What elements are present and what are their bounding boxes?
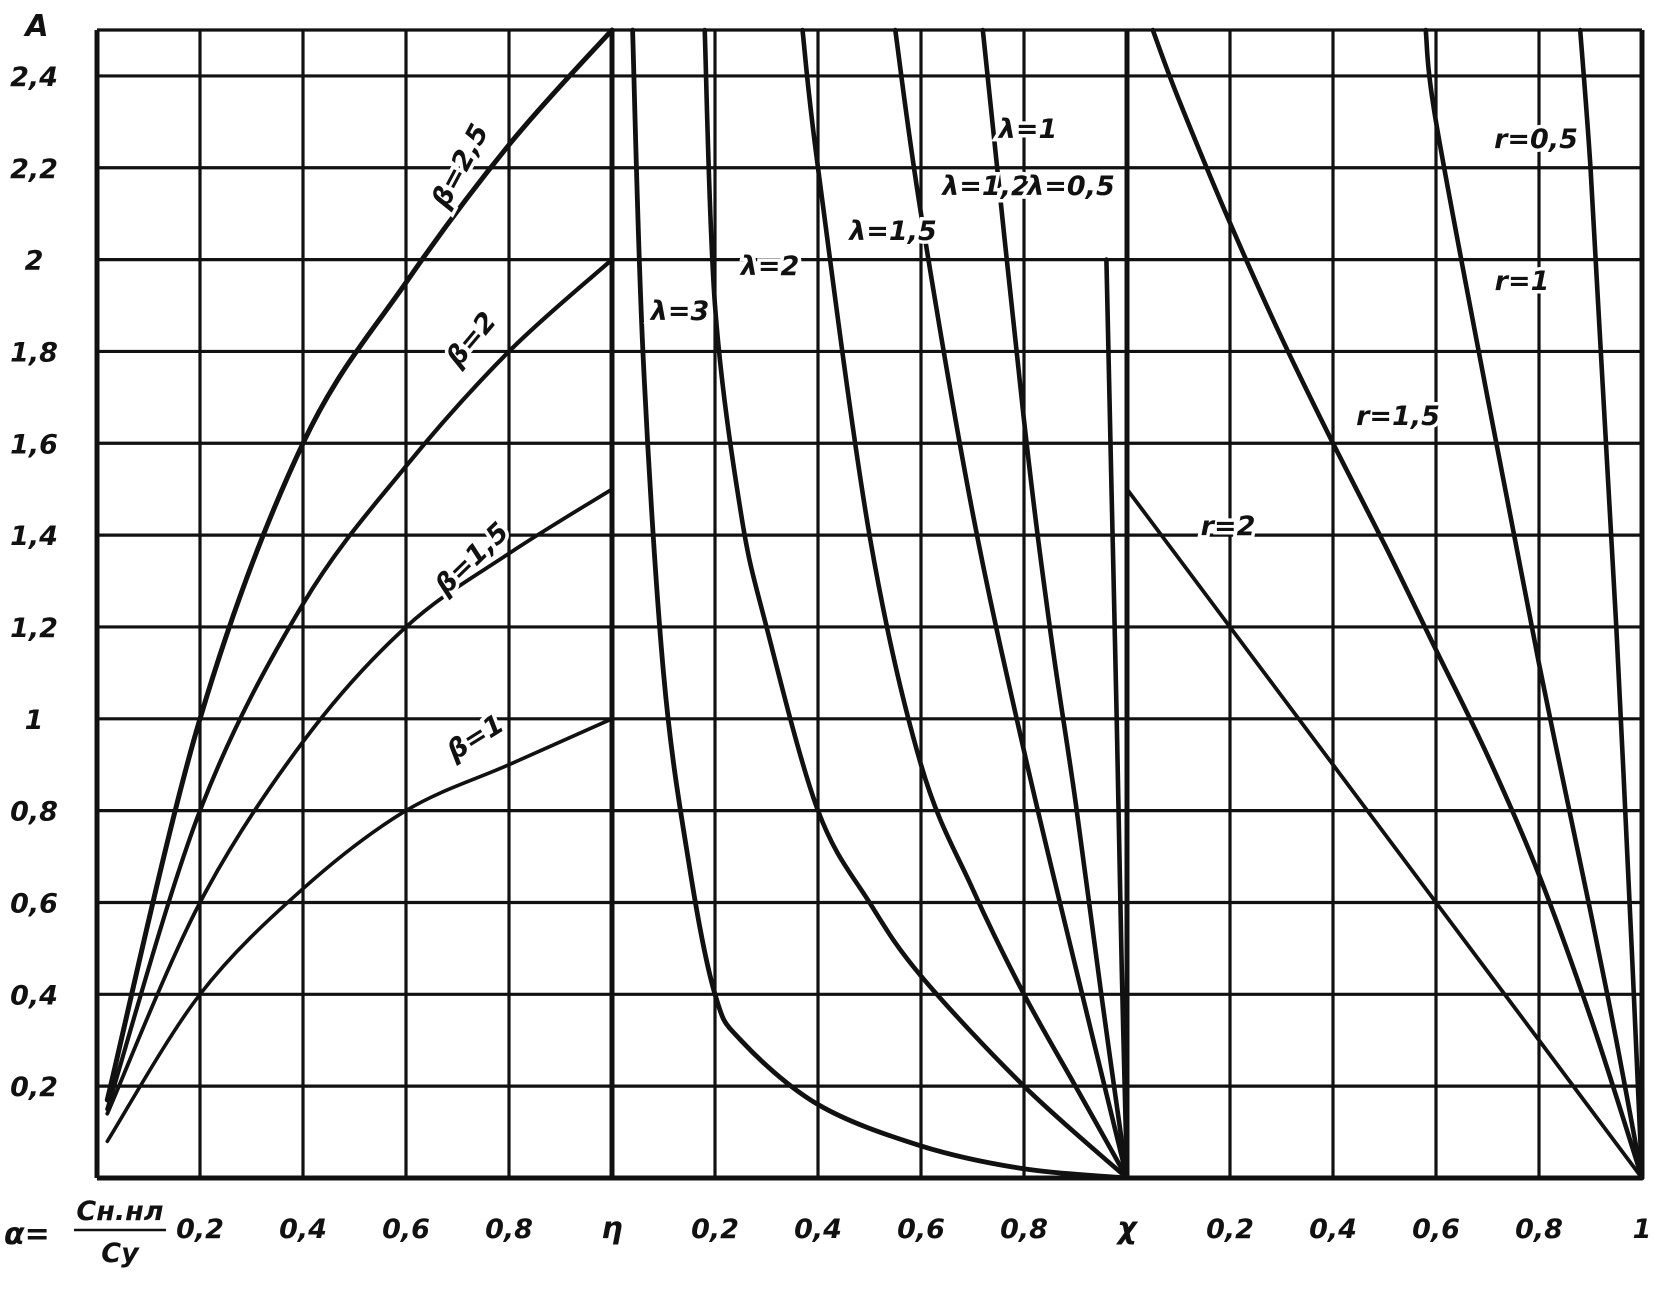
x-tick-label: 0,2 [691,1214,739,1245]
y-tick-label: 0,4 [10,980,58,1011]
series-label: r=0,5 [1494,124,1578,155]
series-line [105,487,614,1116]
series-label: λ=2 [739,251,800,282]
panel-variable-label: η [601,1211,622,1246]
x-tick-label: 1 [1633,1214,1652,1245]
x-tick-label: 0,8 [1000,1214,1048,1245]
y-tick-label: 2,2 [10,154,58,185]
x-tick-label: 0,6 [1412,1214,1460,1245]
y-tick-label: 2,4 [10,62,58,93]
grid [94,28,1645,1181]
x-tick-label: 0,8 [1515,1214,1563,1245]
x-tick-label: 0,2 [1206,1214,1254,1245]
series-line [105,717,614,1144]
y-tick-label: 0,6 [10,888,58,919]
series-line [800,27,1130,1181]
series-line [893,27,1130,1181]
x-tick-label: 0,4 [794,1214,842,1245]
y-tick-label: 1,6 [10,429,58,460]
series-line [105,257,615,1112]
x-tick-label: 0,6 [382,1214,430,1245]
y-tick-label: 1,8 [10,337,58,368]
y-tick-label: 2 [25,246,44,277]
y-tick-label: 0,8 [10,797,58,828]
panel-variable-label: χ [1115,1211,1138,1246]
y-tick-label: 1 [25,705,44,736]
series-line [702,27,1130,1181]
x-tick-label: 0,4 [1309,1214,1357,1245]
series-label: λ=0,5 [1025,171,1115,202]
series-label: r=1,5 [1356,401,1440,432]
series-line [1125,487,1644,1180]
curves [104,27,1645,1181]
series-label: λ=1,2 [940,171,1030,202]
series-label: λ=1 [997,114,1058,145]
series-label: β=2 [439,306,502,373]
series-label: λ=1,5 [847,216,937,247]
y-axis-title: A [23,9,48,44]
x-tick-label: 0,8 [485,1214,533,1245]
y-tick-label: 0,2 [10,1072,58,1103]
alpha-numerator: Cн.нл [76,1196,163,1227]
series-line [104,27,615,1103]
series-label: λ=3 [649,296,710,327]
series-line [1150,27,1645,1181]
x-tick-label: 0,2 [176,1214,224,1245]
x-tick-label: 0,6 [897,1214,945,1245]
alpha-definition-lhs: α= [4,1217,50,1252]
labels: 0,2 0,4 0,6 0,8 1 1,2 1,4 1,6 1,8 2 2,2 2,4 A 0,2 0,4 0… [4,9,1651,1269]
x-tick-label: 0,4 [279,1214,327,1245]
alpha-denominator: Cy [101,1238,140,1269]
series-line [630,27,1130,1181]
series-line [1577,27,1645,1181]
series-line [1104,257,1130,1181]
series-line [980,27,1130,1181]
y-tick-label: 1,4 [10,521,58,552]
series-label: r=1 [1495,266,1550,297]
series-line [1423,27,1645,1181]
y-tick-label: 1,2 [10,613,58,644]
series-label: r=2 [1201,511,1256,542]
